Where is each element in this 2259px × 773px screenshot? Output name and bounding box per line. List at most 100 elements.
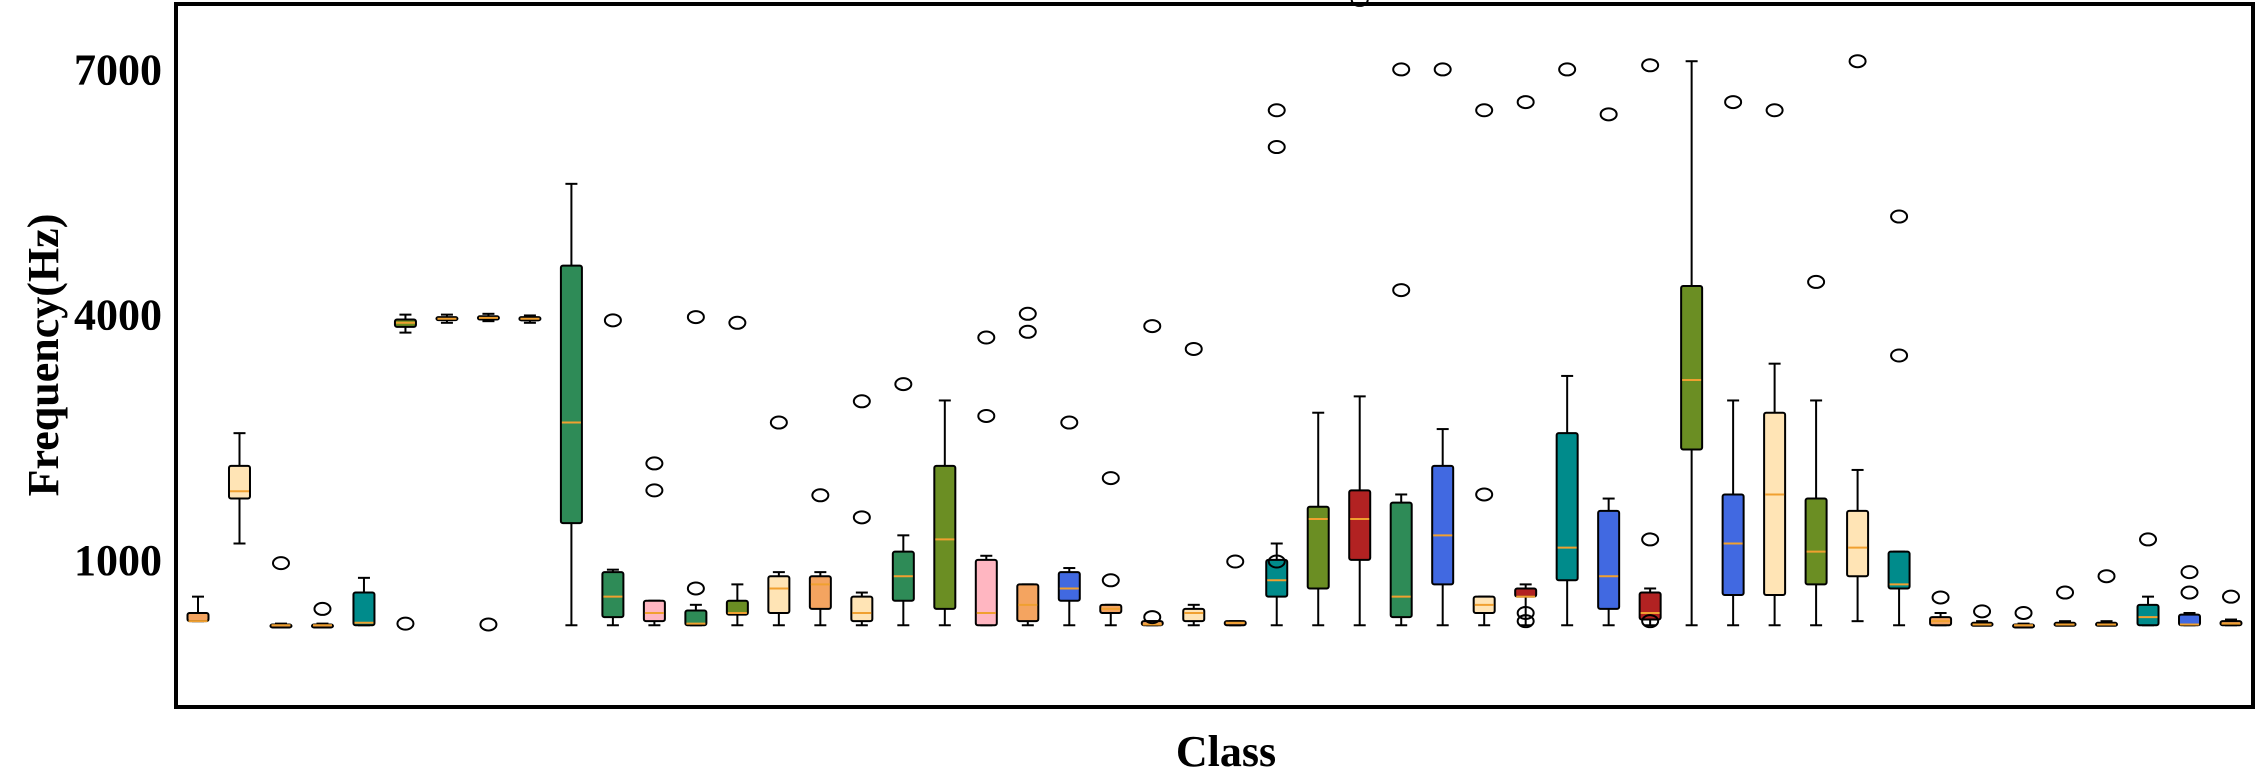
outlier-point [1392, 283, 1411, 298]
box-body [1597, 509, 1621, 610]
box-plot-item [2178, 565, 2202, 627]
box-plot-item [269, 556, 293, 629]
box-body [1721, 493, 1745, 597]
box-plot-item [1846, 54, 1870, 623]
plot-area-frame [174, 2, 2255, 709]
outlier-point [1973, 604, 1992, 619]
outlier-point [811, 488, 830, 503]
box-plot-item [1099, 471, 1123, 627]
outlier-point [645, 483, 664, 498]
box-plot-item [559, 182, 583, 627]
box-body [767, 575, 791, 614]
outlier-point [1599, 107, 1618, 122]
outlier-point [1641, 614, 1660, 629]
outlier-point [2097, 569, 2116, 584]
outlier-point [1641, 58, 1660, 73]
outlier-point [2180, 565, 2199, 580]
box-plot-item [2136, 532, 2160, 627]
box-body [808, 575, 832, 610]
outlier-point [1516, 614, 1535, 629]
outlier-point [1226, 554, 1245, 569]
box-plot-item [1223, 554, 1247, 627]
box-body [1016, 583, 1040, 623]
outlier-point [1392, 62, 1411, 77]
outlier-point [1060, 415, 1079, 430]
box-plot-item [808, 488, 832, 627]
box-body [227, 464, 251, 500]
outlier-point [852, 394, 871, 409]
outlier-point [852, 510, 871, 525]
box-plot-item [601, 313, 625, 627]
y-tick-label: 1000 [74, 536, 162, 585]
box-plot-item [891, 377, 915, 627]
outlier-point [1848, 54, 1867, 69]
outlier-point [1807, 274, 1826, 289]
outlier-point [1018, 306, 1037, 321]
box-body [850, 595, 874, 623]
box-plot-item [1182, 341, 1206, 627]
box-plot-item [476, 312, 500, 632]
outlier-point [1433, 62, 1452, 77]
box-plot-item [1929, 590, 1953, 627]
box-body [559, 264, 583, 525]
outlier-point [769, 415, 788, 430]
x-axis-title: Class [1176, 727, 1276, 773]
box-body [352, 591, 376, 627]
outlier-point [1143, 319, 1162, 334]
outlier-point [1018, 324, 1037, 339]
box-body [1389, 501, 1413, 619]
outlier-point [2222, 589, 2240, 604]
box-body [1057, 571, 1081, 602]
outlier-point [271, 556, 290, 571]
box-plot-item [2219, 589, 2243, 627]
box-plot-item [1680, 60, 1704, 627]
outlier-point [1724, 95, 1743, 110]
box-plot-item [767, 415, 791, 627]
box-plot-item [186, 595, 210, 623]
box-body [1555, 432, 1579, 582]
box-plot-item [2012, 605, 2036, 629]
box-plot-item [1265, 103, 1289, 627]
box-plot-item [1431, 62, 1455, 627]
box-plot-item [1970, 604, 1994, 627]
outlier-point [1267, 554, 1286, 569]
outlier-point [728, 315, 747, 330]
outlier-point [1890, 209, 1909, 224]
box-plot-item [684, 310, 708, 627]
box-plot-item [1057, 415, 1081, 627]
outlier-point [1143, 610, 1162, 625]
y-axis-ticks: 1000 4000 7000 [74, 45, 162, 584]
outlier-point [1931, 590, 1950, 605]
box-plot-item [933, 399, 957, 627]
box-body [725, 599, 749, 616]
outlier-point [1475, 487, 1494, 502]
outlier-point [1516, 605, 1535, 620]
outlier-point [1765, 103, 1784, 118]
box-plot-item [518, 314, 542, 324]
box-plot-item [310, 601, 334, 629]
box-body [1265, 558, 1289, 598]
box-plot-item [1389, 62, 1413, 627]
box-plot-item [1597, 107, 1621, 627]
outlier-point [1267, 103, 1286, 118]
box-body [684, 609, 708, 627]
box-body [1431, 464, 1455, 586]
boxes-layer [186, 0, 2243, 632]
box-body [1804, 497, 1828, 586]
box-plot-item [1804, 274, 1828, 627]
outlier-point [686, 581, 705, 596]
outlier-point [1558, 62, 1577, 77]
y-tick-label: 4000 [74, 291, 162, 340]
outlier-point [1890, 348, 1909, 363]
box-body [601, 571, 625, 619]
box-body [186, 611, 210, 623]
outlier-point [686, 310, 705, 325]
outlier-point [2014, 605, 2033, 620]
outlier-point [977, 330, 996, 345]
outlier-point [2139, 532, 2158, 547]
outlier-point [2056, 585, 2075, 600]
y-axis-title: Frequency(Hz) [19, 214, 68, 497]
outlier-point [1267, 140, 1286, 155]
box-body [642, 599, 666, 623]
